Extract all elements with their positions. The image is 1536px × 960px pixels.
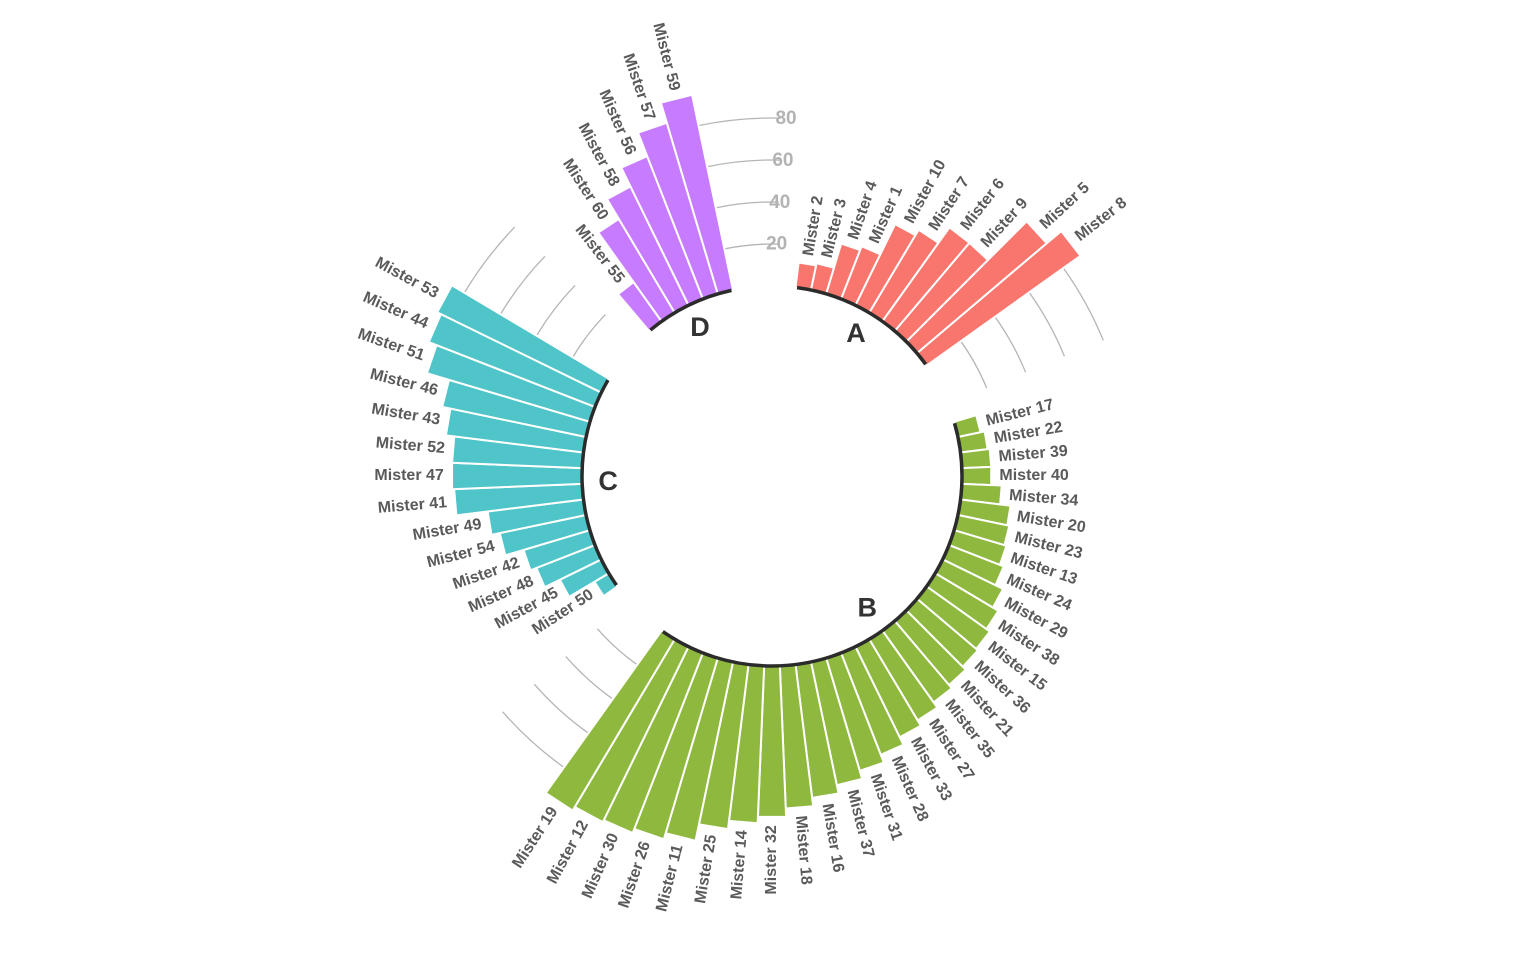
group-base-arc xyxy=(661,422,964,668)
bar xyxy=(959,447,993,470)
bar-label: Mister 37 xyxy=(844,788,878,860)
bar-label: Mister 51 xyxy=(356,326,427,365)
group-base-arc xyxy=(649,288,732,332)
gridline-arc xyxy=(994,316,1027,373)
group-label: B xyxy=(858,593,878,623)
gridline-arc xyxy=(724,243,778,250)
gridline-arc xyxy=(463,226,516,294)
gridline-arc xyxy=(698,117,781,127)
gridline-arc xyxy=(596,628,638,666)
bar-label: Mister 25 xyxy=(692,833,720,904)
bar-label: Mister 40 xyxy=(999,467,1068,484)
bar-label: Mister 44 xyxy=(360,289,430,332)
y-tick-label: 20 xyxy=(766,234,787,255)
bar-label: Mister 49 xyxy=(412,516,483,544)
bar-layer xyxy=(425,93,1082,842)
group-base-arc xyxy=(580,379,618,587)
bar-label: Mister 52 xyxy=(375,434,446,457)
y-tick-label: 60 xyxy=(772,150,793,171)
gridline-arc xyxy=(707,159,780,168)
bar-label: Mister 11 xyxy=(653,843,686,914)
gridline-arc xyxy=(502,711,565,768)
group-label: D xyxy=(690,312,710,342)
gridline-arc xyxy=(1028,292,1066,357)
bar-label: Mister 41 xyxy=(377,494,448,517)
gridline-arc xyxy=(565,656,614,700)
gridline-arc xyxy=(499,255,546,315)
y-tick-layer: 20 40 60 80 xyxy=(766,108,797,255)
bar-label: Mister 32 xyxy=(763,825,780,894)
group-label-layer: A B C D xyxy=(598,312,877,623)
group-base-arc xyxy=(796,285,928,366)
y-tick-label: 80 xyxy=(775,108,796,129)
bar-label: Mister 30 xyxy=(579,831,622,901)
bar-label: Mister 59 xyxy=(649,21,683,93)
bar-label: Mister 39 xyxy=(998,443,1069,466)
gridline-arc xyxy=(533,683,589,734)
bar-label: Mister 43 xyxy=(370,401,441,429)
bar-label: Mister 14 xyxy=(728,829,751,900)
gridline-arc xyxy=(572,314,606,358)
gridline-arc xyxy=(536,285,576,337)
group-base-layer xyxy=(580,285,964,668)
bar-label: Mister 16 xyxy=(819,802,847,873)
grid-layer xyxy=(463,117,1104,768)
bar-label: Mister 18 xyxy=(792,815,815,886)
gridline-arc xyxy=(715,201,779,209)
group-label: A xyxy=(846,318,866,348)
bar-label: Mister 57 xyxy=(619,51,658,122)
gridline-arc xyxy=(960,340,988,389)
bar-label: Mister 34 xyxy=(1008,487,1079,510)
bar-label: Mister 26 xyxy=(616,839,655,910)
y-tick-label: 40 xyxy=(769,192,790,213)
group-label: C xyxy=(598,466,618,496)
gridline-arc xyxy=(1062,267,1104,341)
bar xyxy=(960,465,993,487)
bar-label: Mister 47 xyxy=(374,467,443,484)
